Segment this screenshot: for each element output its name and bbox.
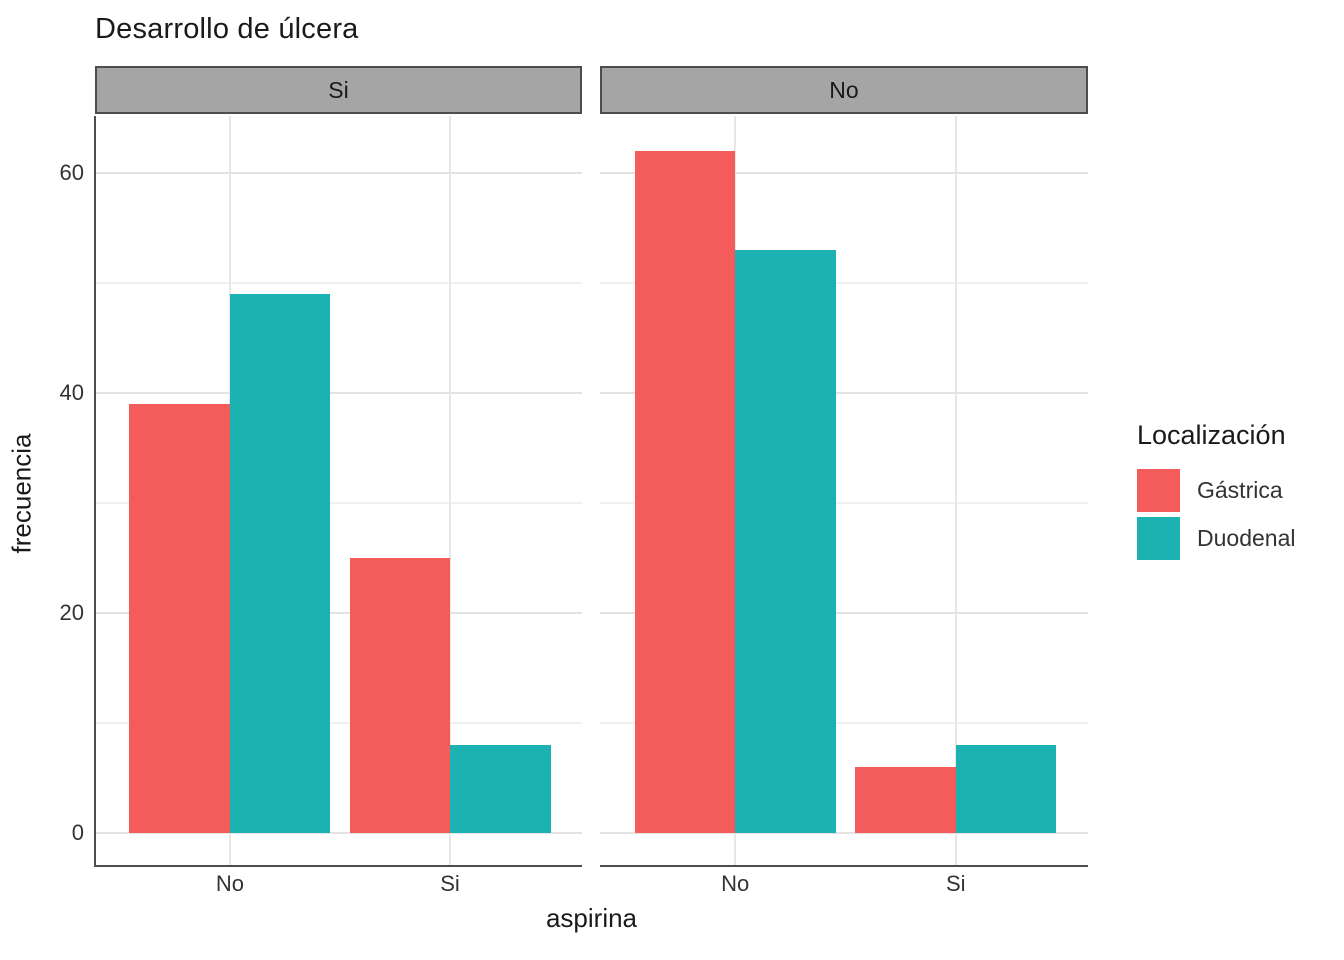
x-axis-line [600, 865, 1088, 867]
legend-entry: Gástrica [1137, 469, 1295, 512]
gridline-major-y60 [600, 172, 1088, 175]
gridline-major-y20 [95, 612, 582, 615]
bar-si-si-1 [450, 745, 551, 834]
facet-strip-label: Si [328, 76, 349, 103]
facet-panel-si [95, 116, 582, 867]
bar-no-si-1 [955, 745, 1057, 834]
chart-title: Desarrollo de úlcera [95, 13, 359, 45]
legend-entry-label: Duodenal [1197, 525, 1296, 551]
y-tick-label-40: 40 [59, 380, 84, 406]
bar-si-no-0 [129, 404, 230, 834]
legend-key-swatch [1137, 517, 1180, 560]
x-tick-label-no: No [721, 871, 750, 896]
gridline-major-y40 [95, 392, 582, 395]
bar-no-si-0 [855, 767, 956, 834]
gridline-minor-y50 [95, 282, 582, 285]
y-tick-label-60: 60 [59, 160, 84, 186]
gridline-major-y20 [600, 612, 1088, 615]
facet-strip-si: Si [95, 66, 582, 114]
legend-title: Localización [1137, 420, 1286, 450]
gridline-minor-y50 [600, 282, 1088, 285]
x-tick-label-no: No [215, 871, 244, 896]
legend-entries: Gástrica Duodenal [1137, 469, 1295, 560]
x-tick-label-si: Si [440, 871, 460, 896]
legend-entry: Duodenal [1137, 517, 1295, 560]
facet-strip-label: No [829, 76, 859, 103]
bar-si-si-0 [349, 558, 451, 834]
gridline-major-y0 [600, 832, 1088, 834]
gridline-x-si [954, 116, 957, 866]
gridline-major-y0 [95, 832, 582, 834]
y-axis-title: frecuencia [6, 433, 37, 554]
x-axis-title: aspirina [545, 903, 638, 933]
facet-panel-no [600, 116, 1088, 867]
legend: Localización Gástrica Duodenal [1137, 420, 1295, 565]
gridline-major-y60 [95, 172, 582, 175]
y-axis-line [94, 116, 96, 867]
gridline-minor-y10 [600, 722, 1088, 725]
gridline-minor-y30 [95, 502, 582, 505]
y-tick-label-0: 0 [71, 820, 84, 845]
legend-key-swatch [1137, 469, 1180, 512]
facet-strip-no: No [600, 66, 1088, 114]
x-tick-label-si: Si [945, 871, 966, 896]
gridline-minor-y30 [600, 502, 1088, 505]
gridline-x-si [449, 116, 452, 866]
gridline-minor-y10 [95, 722, 582, 725]
y-tick-label-20: 20 [59, 600, 84, 626]
bar-si-no-1 [229, 294, 331, 834]
bar-no-no-0 [634, 151, 736, 834]
bar-no-no-1 [735, 250, 836, 834]
gridline-major-y40 [600, 392, 1088, 395]
x-axis-line [95, 865, 582, 867]
legend-entry-label: Gástrica [1197, 477, 1283, 503]
